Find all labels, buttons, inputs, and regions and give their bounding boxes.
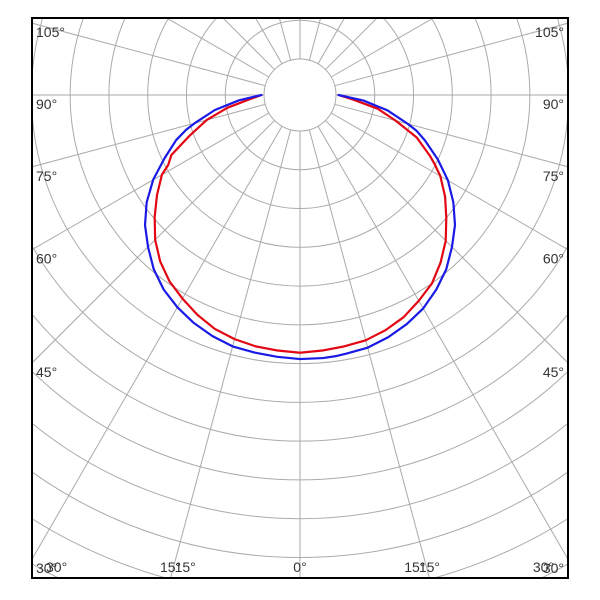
angle-label: 15° [160,559,181,575]
angle-label: 105° [36,24,65,40]
angle-label: 30° [533,559,554,575]
angle-label: 60° [36,251,57,267]
angle-label: 30° [46,559,67,575]
polar-chart-svg: 105° 90° 75° 60° 45° 30° 15° 105° 90° 75° 60° 45° 30… [0,0,600,600]
angle-label: 60° [543,251,564,267]
angle-label: 45° [543,364,564,380]
angle-label: 90° [543,96,564,112]
angle-label: 75° [543,168,564,184]
polar-chart: 105° 90° 75° 60° 45° 30° 15° 105° 90° 75° 60° 45° 30… [0,0,600,600]
angle-label: 105° [535,24,564,40]
angle-label: 90° [36,96,57,112]
angle-label: 0° [293,559,306,575]
angle-label: 75° [36,168,57,184]
angle-label: 45° [36,364,57,380]
angle-label: 15° [419,559,440,575]
